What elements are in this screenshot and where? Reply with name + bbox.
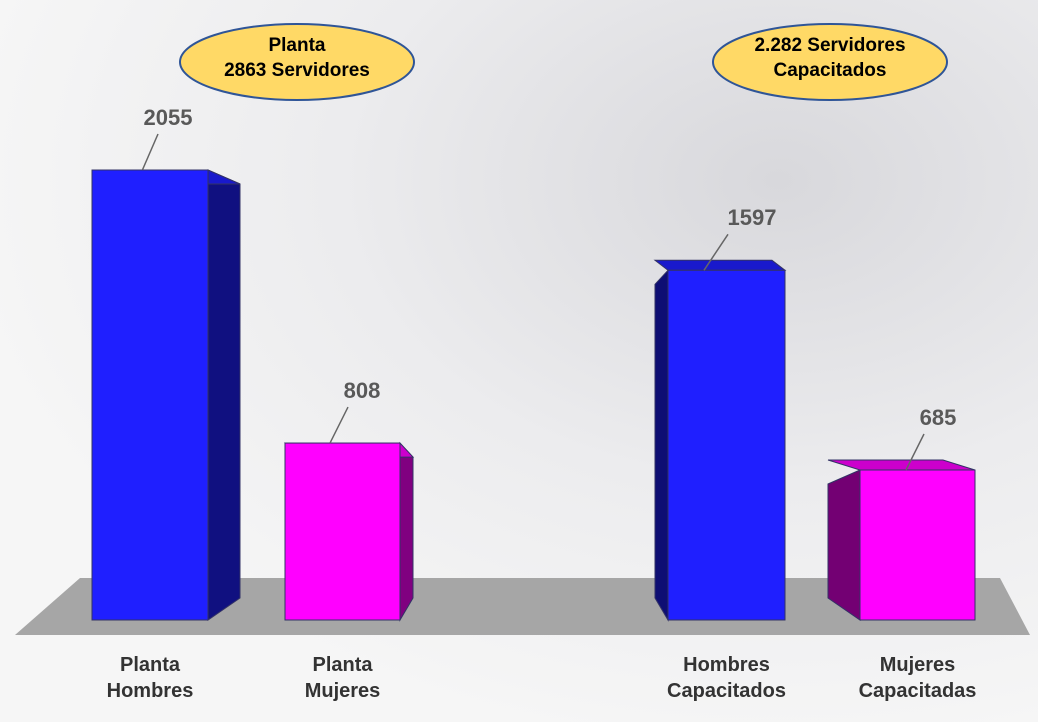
value-label: 808 [343, 378, 381, 404]
category-label: Hombres Capacitados [667, 654, 786, 702]
category-label: Planta Hombres [106, 654, 194, 702]
annotation: 2.282 Servidores Capacitados [754, 35, 906, 81]
annotation: Planta 2863 Servidores [224, 35, 370, 81]
bar-side [827, 469, 861, 621]
bar [284, 442, 401, 621]
leader-line [703, 233, 729, 271]
leader-line [141, 133, 159, 171]
annotation-bubble [712, 23, 948, 101]
category-label: Mujeres Capacitadas [858, 654, 977, 702]
annotation-bubble [179, 23, 415, 101]
bar-side [207, 169, 241, 621]
value-label: 2055 [143, 105, 193, 130]
leader-line [905, 433, 925, 471]
bar-side [399, 441, 414, 622]
category-label: Planta Mujeres [304, 654, 381, 702]
value-label: 1597 [727, 205, 777, 231]
bar [859, 469, 976, 621]
bar-top [653, 259, 787, 271]
leader-line [329, 406, 349, 444]
value-label: 685 [919, 405, 957, 430]
bar-side [654, 269, 669, 622]
bar-top [827, 459, 976, 471]
bar [91, 169, 209, 621]
bar [667, 269, 786, 621]
